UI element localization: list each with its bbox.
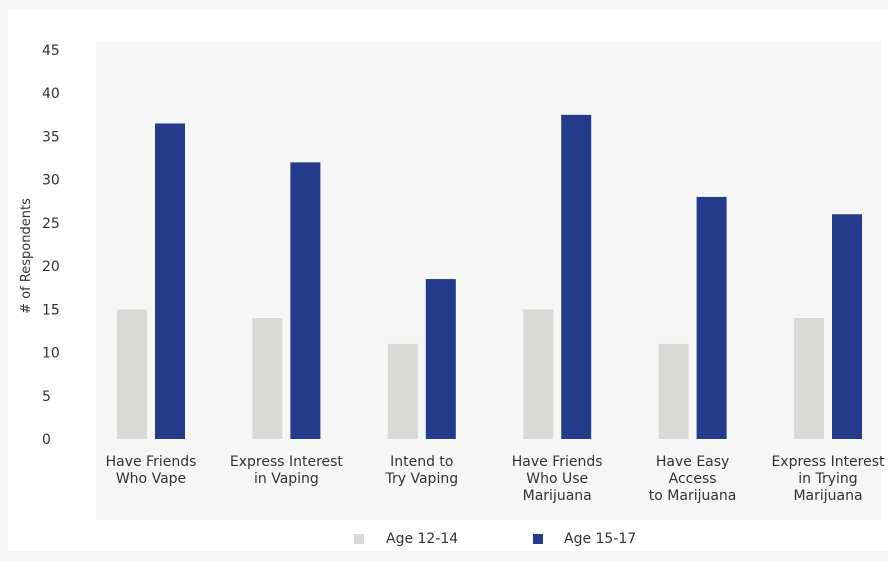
y-tick-label: 35: [42, 129, 60, 145]
x-tick-label: Marijuana: [793, 488, 862, 504]
bar-age-12-14: [794, 317, 824, 439]
bar-age-15-17: [696, 196, 727, 439]
y-tick-label: 30: [42, 173, 60, 189]
y-tick-label: 0: [42, 432, 51, 448]
legend-label-age-12-14: Age 12-14: [386, 531, 458, 547]
bar-chart: 0 5 10 15 20 25 30 35 40 45 # of Respondents Have…: [19, 42, 885, 547]
x-tick-label: Express Interest: [230, 454, 344, 470]
legend: Age 12-14 Age 15-17: [354, 531, 636, 547]
x-tick-label: Who Use: [526, 471, 588, 487]
y-tick-label: 40: [42, 86, 60, 102]
y-tick-label: 10: [42, 346, 60, 362]
y-tick-label: 20: [42, 259, 60, 275]
x-tick-label: Who Vape: [116, 471, 186, 487]
bar-age-12-14: [252, 317, 283, 439]
bar-age-12-14: [523, 309, 554, 439]
bar-age-15-17: [155, 123, 185, 439]
y-tick-label: 25: [42, 216, 60, 232]
bar-age-12-14: [387, 343, 418, 439]
x-tick-label: Marijuana: [523, 488, 592, 504]
y-tick-label: 45: [42, 43, 60, 59]
y-tick-label: 5: [42, 389, 51, 405]
x-tick-label: Have Friends: [512, 454, 603, 470]
bar-age-15-17: [425, 279, 456, 439]
bar-age-15-17: [832, 214, 862, 439]
y-tick-label: 15: [42, 302, 60, 318]
x-tick-label: in Trying: [798, 471, 857, 487]
bars: [117, 114, 862, 439]
y-axis-title: # of Respondents: [19, 198, 34, 314]
bar-age-12-14: [658, 343, 689, 439]
x-tick-label: Have Easy: [656, 454, 729, 470]
bar-age-12-14: [117, 309, 147, 439]
chart-container: 0 5 10 15 20 25 30 35 40 45 # of Respondents Have…: [8, 10, 888, 551]
x-tick-label: Access: [669, 471, 717, 487]
bar-age-15-17: [561, 114, 592, 439]
legend-label-age-15-17: Age 15-17: [564, 531, 636, 547]
bar-age-15-17: [290, 162, 321, 439]
x-tick-label: to Marijuana: [649, 488, 737, 504]
y-axis-ticks: 0 5 10 15 20 25 30 35 40 45: [42, 43, 60, 448]
legend-swatch-age-12-14: [354, 534, 364, 544]
x-tick-label: Have Friends: [106, 454, 197, 470]
x-tick-label: Intend to: [390, 454, 453, 470]
x-tick-label: in Vaping: [254, 471, 319, 487]
plot-background: [96, 42, 881, 520]
x-tick-label: Express Interest: [771, 454, 885, 470]
x-tick-label: Try Vaping: [385, 471, 459, 487]
legend-swatch-age-15-17: [533, 534, 543, 544]
